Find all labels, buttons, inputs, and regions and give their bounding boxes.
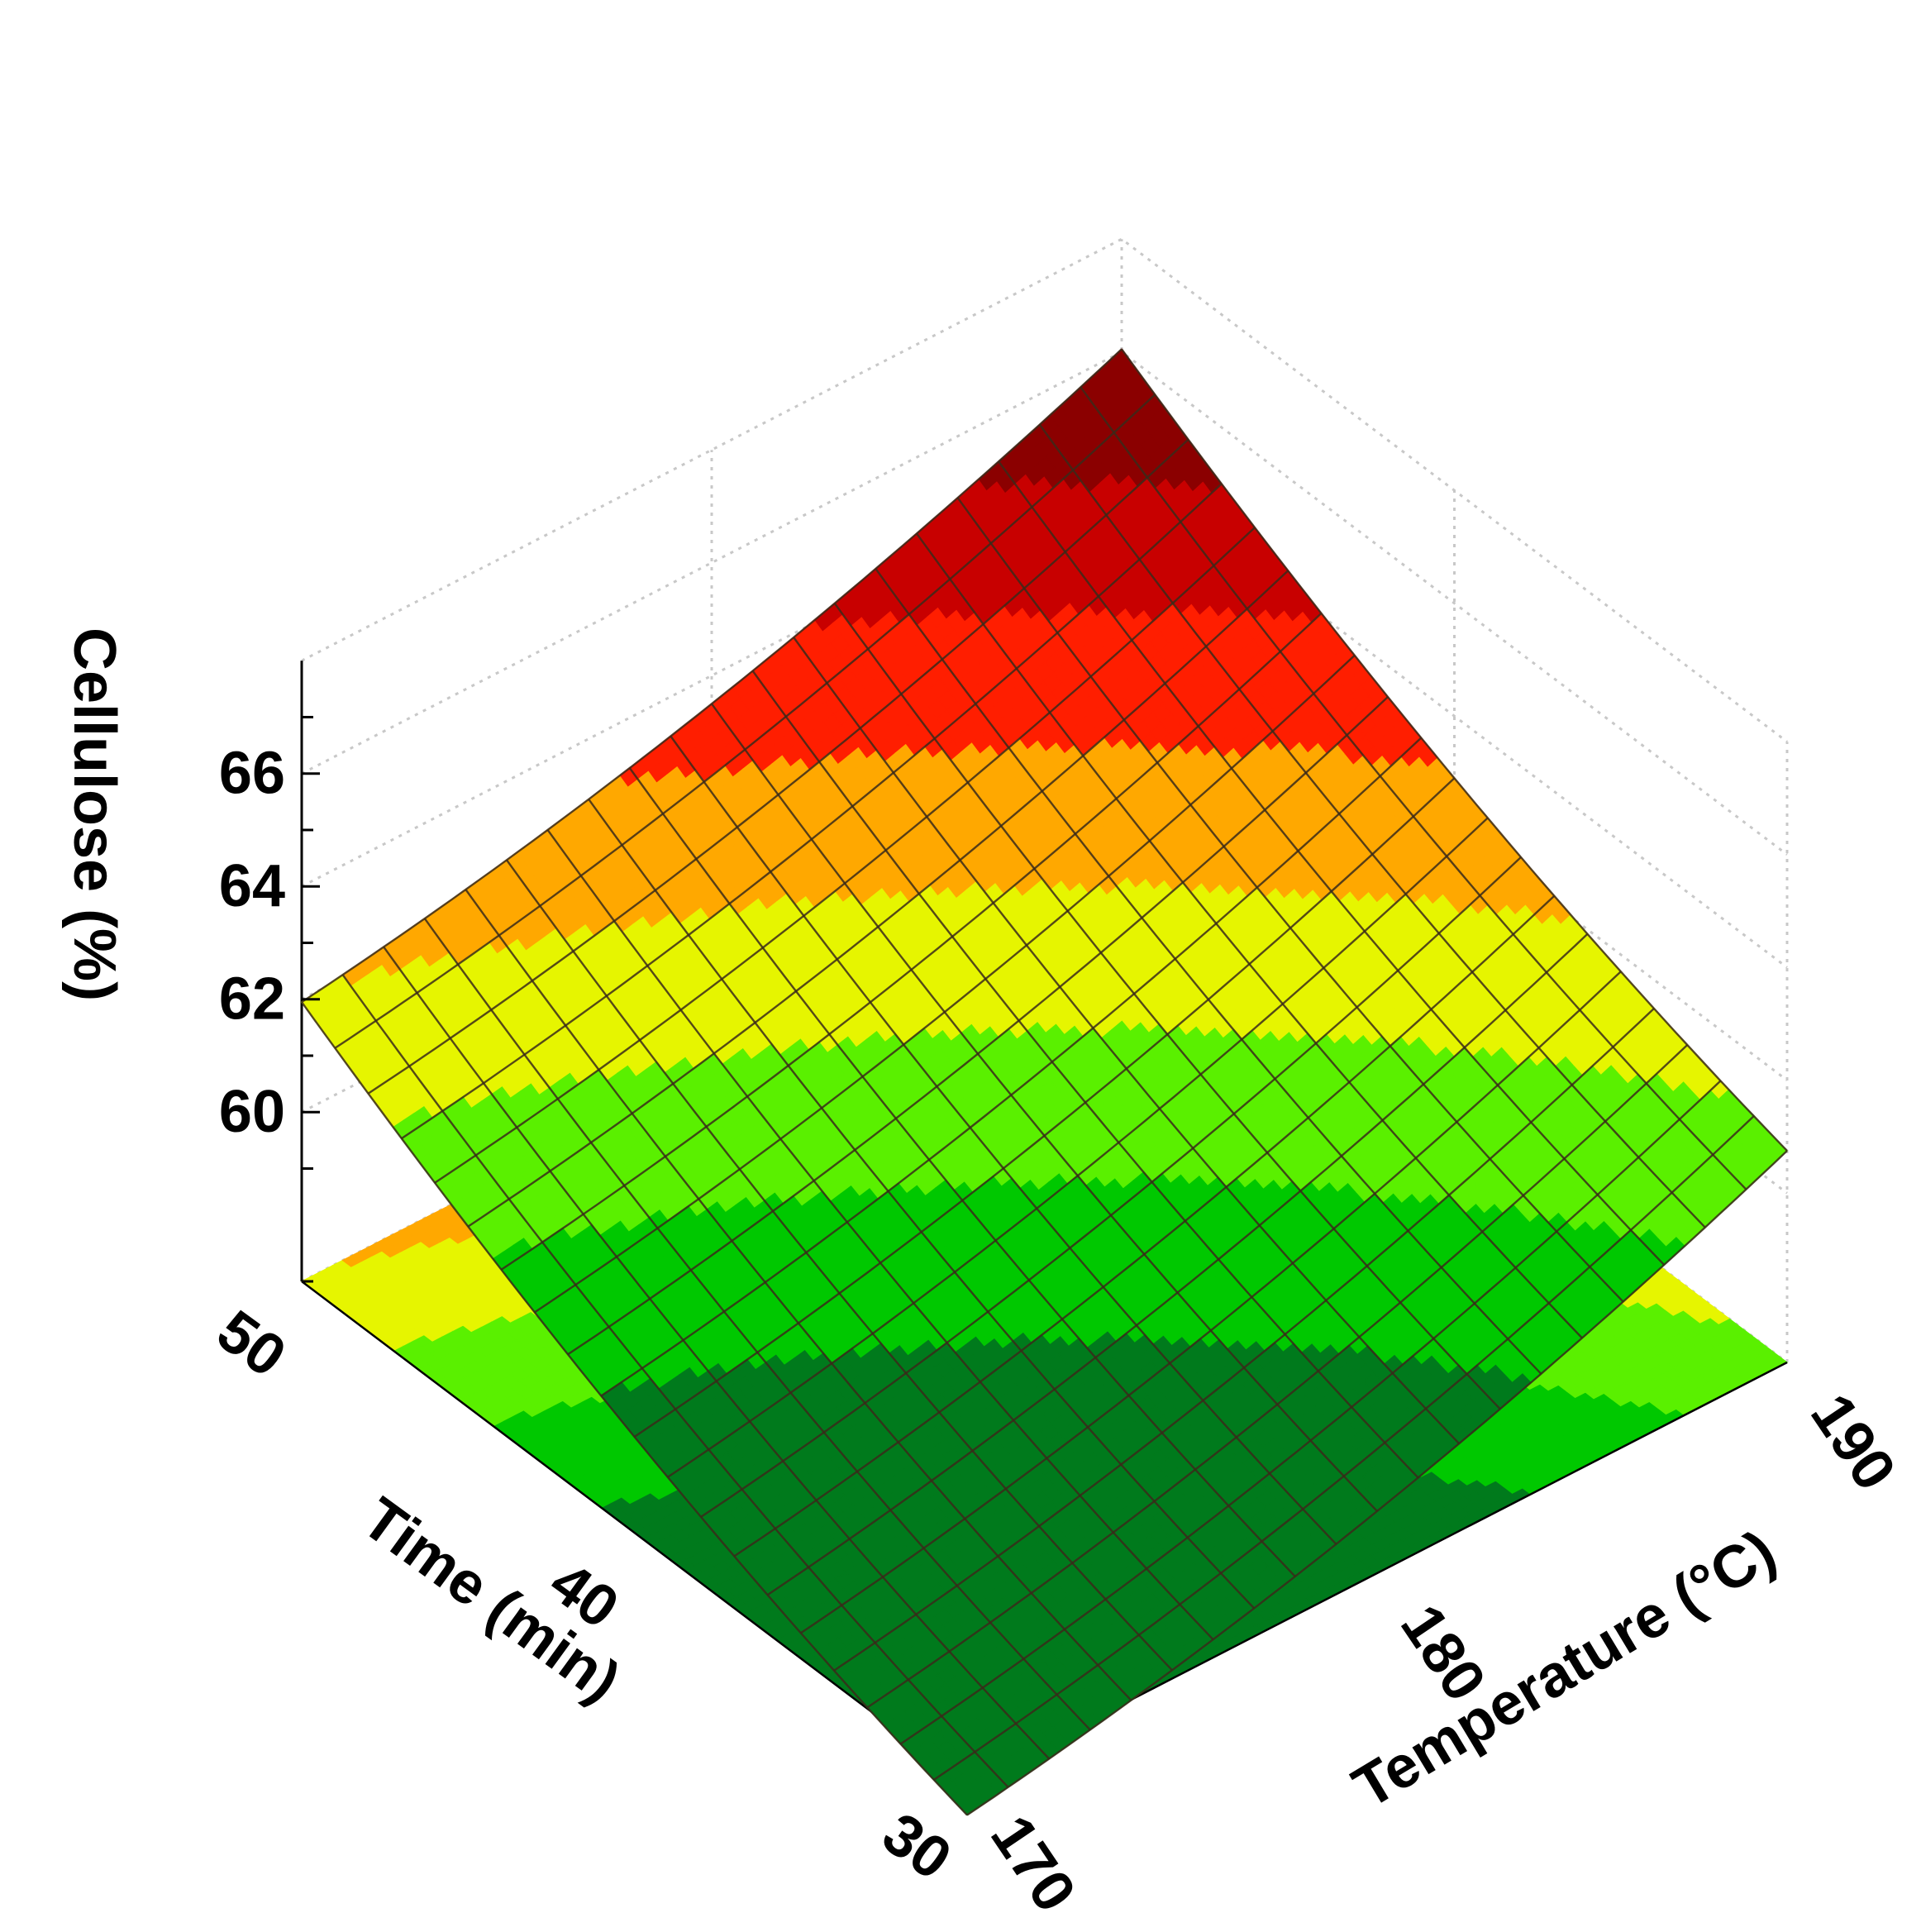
response-surface-chart: 60626466304050170180190 Cellulose (%) Ti… xyxy=(61,237,1909,1924)
